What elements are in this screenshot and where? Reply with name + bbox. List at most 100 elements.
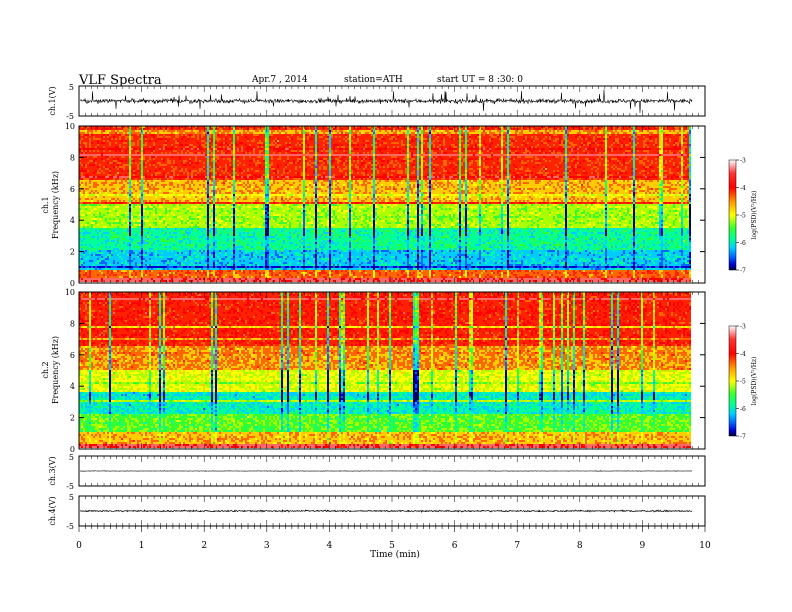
spectrogram-cell [135, 160, 137, 162]
spectrogram-cell [145, 156, 147, 158]
spectrogram-cell [87, 218, 89, 220]
spectrogram-cell [105, 158, 107, 160]
spectrogram-cell [93, 176, 95, 178]
spectrogram-cell [87, 206, 89, 208]
spectrogram-cell [115, 188, 117, 190]
spectrogram-cell [131, 152, 133, 154]
spectrogram-cell [105, 200, 107, 202]
spectrogram-cell [107, 148, 109, 150]
spectrogram-cell [131, 210, 133, 212]
spectrogram-cell [149, 196, 151, 198]
spectrogram-cell [109, 234, 111, 236]
spectrogram-cell [93, 206, 95, 208]
spectrogram-cell [137, 262, 139, 264]
spectrogram-cell [85, 182, 87, 184]
spectrogram-cell [127, 238, 129, 240]
spectrogram-cell [99, 206, 101, 208]
spectrogram-cell [91, 198, 93, 200]
spectrogram-cell [91, 174, 93, 176]
spectrogram-cell [87, 166, 89, 168]
spectrogram-cell [157, 136, 159, 138]
spectrogram-cell [95, 180, 97, 182]
spectrogram-cell [113, 168, 115, 170]
spectrogram-cell [97, 230, 99, 232]
spectrogram-cell [145, 240, 147, 242]
spectrogram-cell [81, 216, 83, 218]
spectrogram-cell [145, 276, 147, 278]
spectrogram-cell [119, 224, 121, 226]
spectrogram-cell [119, 272, 121, 274]
spectrogram-cell [121, 232, 123, 234]
spectrogram-cell [127, 258, 129, 260]
spectrogram-cell [89, 132, 91, 134]
spectrogram-cell [135, 208, 137, 210]
spectrogram-cell [81, 162, 83, 164]
spectrogram-cell [115, 152, 117, 154]
spectrogram-cell [139, 226, 141, 228]
spectrogram-cell [87, 172, 89, 174]
spectrogram-cell [87, 256, 89, 258]
spectrogram-cell [157, 150, 159, 152]
spectrogram-cell [95, 248, 97, 250]
spectrogram-cell [107, 194, 109, 196]
spectrogram-cell [97, 160, 99, 162]
spectrogram-cell [115, 230, 117, 232]
spectrogram-cell [81, 234, 83, 236]
spectrogram-cell [155, 218, 157, 220]
spectrogram-cell [111, 252, 113, 254]
spectrogram-cell [129, 246, 131, 248]
spectrogram-cell [93, 168, 95, 170]
spectrogram-cell [143, 182, 145, 184]
spectrogram-cell [97, 174, 99, 176]
spectrogram-cell [135, 194, 137, 196]
spectrogram-cell [155, 258, 157, 260]
spectrogram-cell [147, 200, 149, 202]
spectrogram-cell [107, 216, 109, 218]
spectrogram-cell [121, 138, 123, 140]
spectrogram-cell [107, 242, 109, 244]
spectrogram-cell [89, 206, 91, 208]
spectrogram-cell [133, 144, 135, 146]
spectrogram-cell [145, 138, 147, 140]
spectrogram-cell [117, 212, 119, 214]
spectrogram-cell [109, 272, 111, 274]
spectrogram-cell [97, 166, 99, 168]
spectrogram-cell [97, 194, 99, 196]
spectrogram-cell [127, 172, 129, 174]
spectrogram-cell [109, 142, 111, 144]
spectrogram-cell [95, 264, 97, 266]
spectrogram-cell [149, 176, 151, 178]
spectrogram-cell [105, 152, 107, 154]
spectrogram-cell [91, 268, 93, 270]
spectrogram-cell [87, 134, 89, 136]
spectrogram-cell [141, 192, 143, 194]
spectrogram-cell [153, 186, 155, 188]
spectrogram-cell [133, 128, 135, 130]
spectrogram-cell [97, 168, 99, 170]
spectrogram-cell [137, 156, 139, 158]
spectrogram-cell [99, 224, 101, 226]
spectrogram-cell [133, 136, 135, 138]
spectrogram-cell [105, 276, 107, 278]
spectrogram-cell [117, 204, 119, 206]
spectrogram-cell [135, 184, 137, 186]
spectrogram-cell [107, 258, 109, 260]
spectrogram-cell [85, 232, 87, 234]
spectrogram-cell [139, 148, 141, 150]
spectrogram-cell [139, 180, 141, 182]
spectrogram-cell [141, 238, 143, 240]
spectrogram-cell [125, 216, 127, 218]
spectrogram-cell [81, 230, 83, 232]
spectrogram-cell [81, 236, 83, 238]
spectrogram-cell [141, 160, 143, 162]
spectrogram-cell [143, 194, 145, 196]
spectrogram-cell [87, 214, 89, 216]
spectrogram-cell [149, 180, 151, 182]
spectrogram-cell [105, 228, 107, 230]
spectrogram-cell [143, 270, 145, 272]
spectrogram-cell [135, 170, 137, 172]
spectrogram-cell [155, 164, 157, 166]
spectrogram-cell [121, 164, 123, 166]
spectrogram-cell [103, 174, 105, 176]
spectrogram-cell [121, 146, 123, 148]
